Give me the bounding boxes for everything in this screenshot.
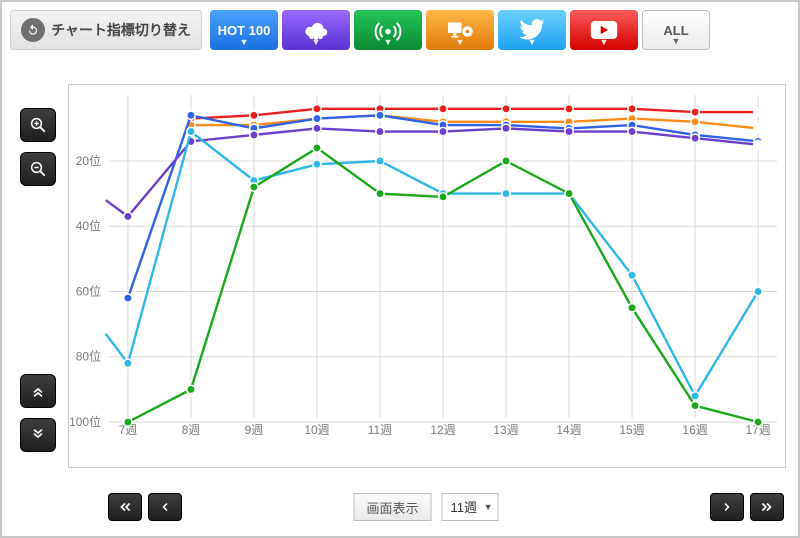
svg-text:80位: 80位 xyxy=(76,349,101,364)
svg-text:9週: 9週 xyxy=(245,423,264,437)
view-mode-button[interactable]: 画面表示 xyxy=(353,493,431,521)
chevron-down-icon: ▼ xyxy=(384,37,393,47)
svg-text:13週: 13週 xyxy=(493,423,518,437)
zoom-out-button[interactable] xyxy=(20,152,56,186)
svg-text:60位: 60位 xyxy=(76,283,101,298)
view-mode-label: 画面表示 xyxy=(366,498,418,517)
double-chevron-up-icon xyxy=(30,383,46,399)
chevron-down-icon: ▼ xyxy=(456,37,465,47)
svg-text:10週: 10週 xyxy=(304,423,329,437)
top-toolbar: チャート指標切り替え HOT 100▼▼▼▼▼▼ALL▼ xyxy=(10,10,790,50)
chevron-down-icon: ▼ xyxy=(528,37,537,47)
double-chevron-left-icon xyxy=(118,500,132,514)
chart-switch-label: チャート指標切り替え xyxy=(51,20,191,40)
weeks-select[interactable]: 11週 xyxy=(442,493,499,521)
svg-text:12週: 12週 xyxy=(430,423,455,437)
chevron-down-icon: ▼ xyxy=(312,37,321,47)
page-next-button[interactable] xyxy=(710,493,744,521)
chart-switch-chip[interactable]: チャート指標切り替え xyxy=(10,10,202,50)
tab-all[interactable]: ALL▼ xyxy=(642,10,710,50)
page-last-button[interactable] xyxy=(750,493,784,521)
svg-text:11週: 11週 xyxy=(368,423,392,437)
refresh-icon xyxy=(21,18,45,42)
chevron-right-icon xyxy=(721,500,733,514)
page-first-button[interactable] xyxy=(108,493,142,521)
tab-row: HOT 100▼▼▼▼▼▼ALL▼ xyxy=(210,10,710,50)
weeks-select-wrap: 11週 xyxy=(442,493,499,521)
chevron-down-icon: ▼ xyxy=(672,36,681,46)
scroll-up-button[interactable] xyxy=(20,374,56,408)
zoom-in-button[interactable] xyxy=(20,108,56,142)
svg-text:40位: 40位 xyxy=(76,218,101,233)
chart-panel: 20位40位60位80位100位7週8週9週10週11週12週13週14週15週… xyxy=(68,84,786,468)
chevron-left-icon xyxy=(159,500,171,514)
svg-text:14週: 14週 xyxy=(556,423,581,437)
scroll-down-button[interactable] xyxy=(20,418,56,452)
chevron-down-icon: ▼ xyxy=(240,37,249,47)
tab-hot100[interactable]: HOT 100▼ xyxy=(210,10,278,50)
chevron-down-icon: ▼ xyxy=(600,37,609,47)
bottom-bar: 画面表示 11週 xyxy=(68,492,784,522)
tab-hot100-label: HOT 100 xyxy=(218,23,271,38)
double-chevron-right-icon xyxy=(760,500,774,514)
zoom-in-icon xyxy=(29,116,47,134)
svg-text:20位: 20位 xyxy=(76,153,101,168)
svg-text:16週: 16週 xyxy=(682,423,707,437)
tab-youtube[interactable]: ▼ xyxy=(570,10,638,50)
tab-lookup[interactable]: ▼ xyxy=(426,10,494,50)
tab-radio[interactable]: ▼ xyxy=(354,10,422,50)
page-prev-button[interactable] xyxy=(148,493,182,521)
chart-plot: 20位40位60位80位100位7週8週9週10週11週12週13週14週15週… xyxy=(109,95,777,438)
svg-text:8週: 8週 xyxy=(182,423,201,437)
tab-download[interactable]: ▼ xyxy=(282,10,350,50)
svg-text:100位: 100位 xyxy=(69,414,101,429)
double-chevron-down-icon xyxy=(30,427,46,443)
tab-twitter[interactable]: ▼ xyxy=(498,10,566,50)
zoom-out-icon xyxy=(29,160,47,178)
svg-text:15週: 15週 xyxy=(619,423,644,437)
